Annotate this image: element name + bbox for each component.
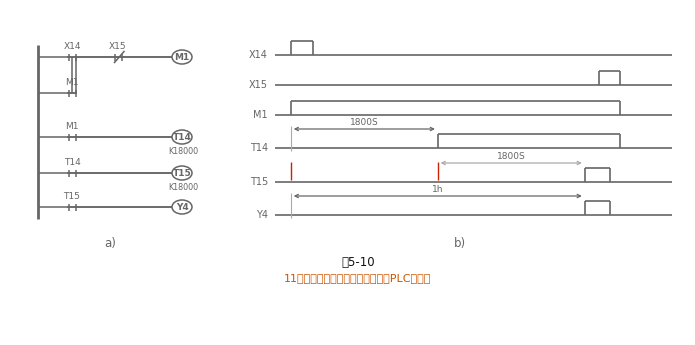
Text: X15: X15 <box>249 80 268 90</box>
Text: 1h: 1h <box>432 185 443 194</box>
Text: T14: T14 <box>172 132 191 141</box>
Text: X14: X14 <box>249 50 268 60</box>
Text: M1: M1 <box>254 110 268 120</box>
Text: a): a) <box>104 237 116 249</box>
Text: K18000: K18000 <box>168 183 198 192</box>
Text: T15: T15 <box>63 192 81 201</box>
Text: T15: T15 <box>172 168 191 177</box>
Text: b): b) <box>454 237 466 249</box>
Text: T14: T14 <box>64 158 81 167</box>
Text: Y4: Y4 <box>256 210 268 220</box>
Text: M1: M1 <box>174 52 190 61</box>
Text: 1800S: 1800S <box>350 118 379 127</box>
Text: 11、多个定时器组合的延时程序的PLC梯形图: 11、多个定时器组合的延时程序的PLC梯形图 <box>284 273 432 283</box>
Text: X15: X15 <box>109 42 126 51</box>
Text: M1: M1 <box>65 78 79 87</box>
Text: K18000: K18000 <box>168 147 198 156</box>
Text: T15: T15 <box>250 177 268 187</box>
Text: M1: M1 <box>65 122 79 131</box>
Text: X14: X14 <box>63 42 81 51</box>
Text: 图5-10: 图5-10 <box>341 256 375 269</box>
Text: T14: T14 <box>250 143 268 153</box>
Text: 1800S: 1800S <box>497 152 525 161</box>
Text: Y4: Y4 <box>176 203 188 211</box>
